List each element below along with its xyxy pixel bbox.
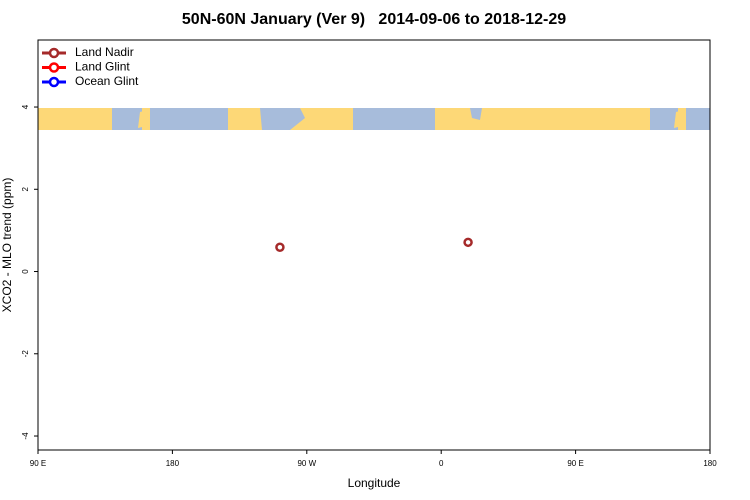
y-tick-label: 0	[21, 269, 30, 274]
legend-label: Ocean Glint	[75, 74, 139, 88]
x-axis-label: Longitude	[348, 476, 401, 490]
legend-marker	[48, 47, 60, 59]
y-tick-label: 4	[21, 104, 30, 109]
x-tick-label: 90 E	[567, 459, 583, 468]
point	[275, 242, 285, 253]
legend-marker	[48, 76, 60, 88]
plot-frame	[37, 39, 711, 451]
chart-title: 50N-60N January (Ver 9) 2014-09-06 to 20…	[182, 11, 566, 28]
x-tick-label: 90 W	[297, 459, 316, 468]
y-axis-label: XCO2 - MLO trend (ppm)	[0, 178, 14, 313]
x-tick-label: 180	[703, 459, 717, 468]
y-tick-label: 2	[21, 187, 30, 192]
x-tick-label: 0	[439, 459, 444, 468]
x-tick-label: 90 E	[30, 459, 46, 468]
x-tick-label: 180	[166, 459, 180, 468]
point	[463, 237, 473, 248]
legend-label: Land Nadir	[75, 45, 134, 59]
legend-label: Land Glint	[75, 60, 130, 74]
legend-marker	[48, 62, 60, 73]
y-tick-label: -2	[21, 350, 30, 358]
map-strip	[38, 108, 710, 130]
y-tick-label: -4	[21, 432, 30, 440]
